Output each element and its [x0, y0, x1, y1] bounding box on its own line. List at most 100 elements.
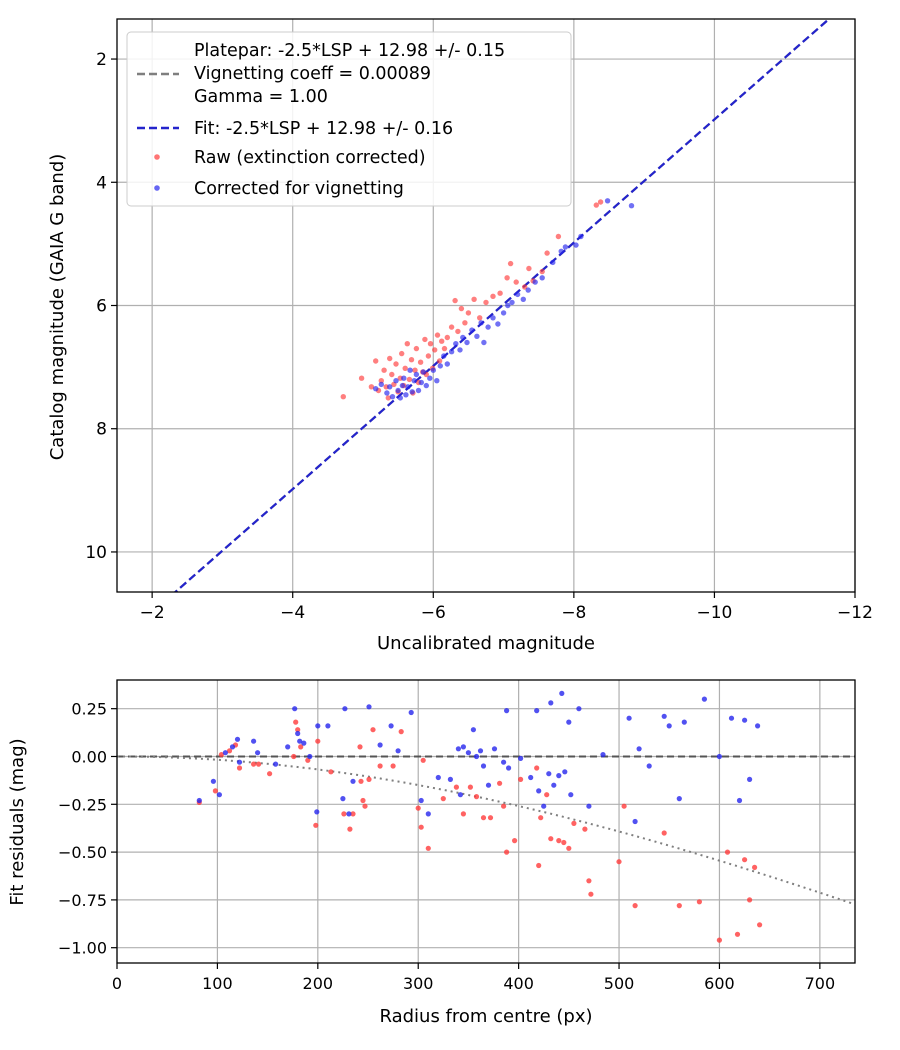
raw-point [501, 803, 507, 809]
x-tick-label: 0 [112, 974, 122, 993]
corrected-point [556, 773, 562, 779]
corrected-point [473, 753, 480, 760]
raw-point [452, 297, 458, 304]
fit-fit-line [173, 19, 831, 592]
corrected-point [632, 818, 638, 825]
corrected-point [520, 296, 526, 302]
corrected-point [626, 715, 632, 721]
bottom-scatter-points [196, 690, 763, 943]
corrected-point [397, 395, 403, 401]
raw-point [536, 862, 542, 869]
corrected-point [558, 248, 564, 254]
raw-point [422, 336, 428, 343]
y-tick-label: 4 [96, 173, 107, 193]
raw-point [406, 376, 413, 383]
corrected-point [377, 742, 383, 748]
raw-point [467, 784, 473, 790]
x-tick-label: 300 [403, 974, 434, 993]
raw-point [362, 803, 368, 809]
corrected-point [576, 706, 582, 712]
corrected-point [234, 736, 241, 742]
raw-point [597, 199, 604, 205]
corrected-point [505, 302, 511, 309]
corrected-point [568, 792, 574, 798]
corrected-point [314, 809, 320, 815]
corrected-point [411, 378, 417, 384]
raw-point [444, 334, 450, 341]
corrected-point [430, 367, 436, 373]
top-scatter-points [340, 198, 635, 401]
y-tick-label: −0.50 [58, 843, 107, 862]
corrected-point [447, 776, 453, 783]
raw-point [404, 341, 410, 347]
corrected-point [566, 719, 572, 725]
corrected-point [393, 378, 399, 384]
raw-point [440, 796, 446, 802]
corrected-point [340, 796, 346, 802]
corrected-point [701, 696, 708, 702]
corrected-point [273, 761, 279, 767]
corrected-point [292, 706, 298, 712]
raw-point [212, 788, 218, 794]
raw-point [402, 365, 408, 371]
legend-label: Corrected for vignetting [194, 179, 404, 199]
corrected-point [407, 367, 413, 373]
raw-point [390, 763, 396, 769]
raw-point [256, 761, 262, 767]
corrected-point [384, 390, 390, 396]
corrected-point [666, 723, 672, 729]
corrected-point [500, 310, 507, 316]
corrected-point [196, 797, 202, 804]
corrected-point [604, 198, 611, 204]
corrected-point [415, 387, 422, 394]
x-tick-label: −4 [280, 603, 305, 623]
corrected-point [342, 706, 348, 712]
raw-point [291, 753, 297, 760]
raw-point [427, 341, 434, 347]
top-tick-labels: −2 −4 −6 −8 −10 −12 2 4 6 8 10 [85, 50, 873, 623]
raw-point [328, 769, 334, 775]
raw-point [298, 744, 304, 750]
legend-label: Gamma = 1.00 [194, 87, 328, 107]
y-tick-label: 2 [96, 50, 107, 70]
raw-point [555, 233, 562, 240]
corrected-point [418, 379, 424, 386]
corrected-point [251, 738, 257, 744]
raw-point [399, 350, 405, 357]
raw-point [393, 361, 399, 367]
top-legend: Platepar: -2.5*LSP + 12.98 +/- 0.15 Vigne… [126, 31, 572, 207]
bottom-y-axis-label: Fit residuals (mag) [7, 738, 28, 905]
raw-point [370, 727, 376, 733]
corrected-point [441, 353, 447, 359]
raw-point [734, 931, 741, 937]
corrected-point [506, 765, 512, 771]
legend-marker-raw [154, 154, 160, 160]
corrected-point [366, 704, 372, 710]
corrected-point [736, 797, 743, 804]
corrected-point [485, 324, 491, 330]
corrected-point [491, 746, 498, 752]
raw-point [341, 811, 347, 817]
corrected-point [210, 778, 216, 784]
raw-point [360, 797, 366, 804]
corrected-point [470, 727, 476, 733]
raw-point [226, 748, 233, 754]
corrected-point [628, 203, 635, 209]
corrected-point [532, 279, 538, 285]
corrected-point [408, 709, 414, 716]
corrected-point [559, 690, 565, 697]
raw-point [724, 849, 731, 855]
raw-point [460, 811, 466, 817]
corrected-point [504, 708, 510, 714]
raw-point [561, 839, 567, 846]
raw-point [389, 371, 395, 378]
corrected-point [600, 752, 606, 758]
corrected-point [460, 334, 466, 341]
y-tick-label: 0.25 [71, 700, 107, 719]
corrected-point [562, 769, 568, 775]
raw-point [267, 771, 273, 777]
corrected-point [747, 776, 753, 783]
corrected-point [495, 321, 501, 327]
raw-point [453, 784, 459, 790]
corrected-point [395, 387, 401, 394]
